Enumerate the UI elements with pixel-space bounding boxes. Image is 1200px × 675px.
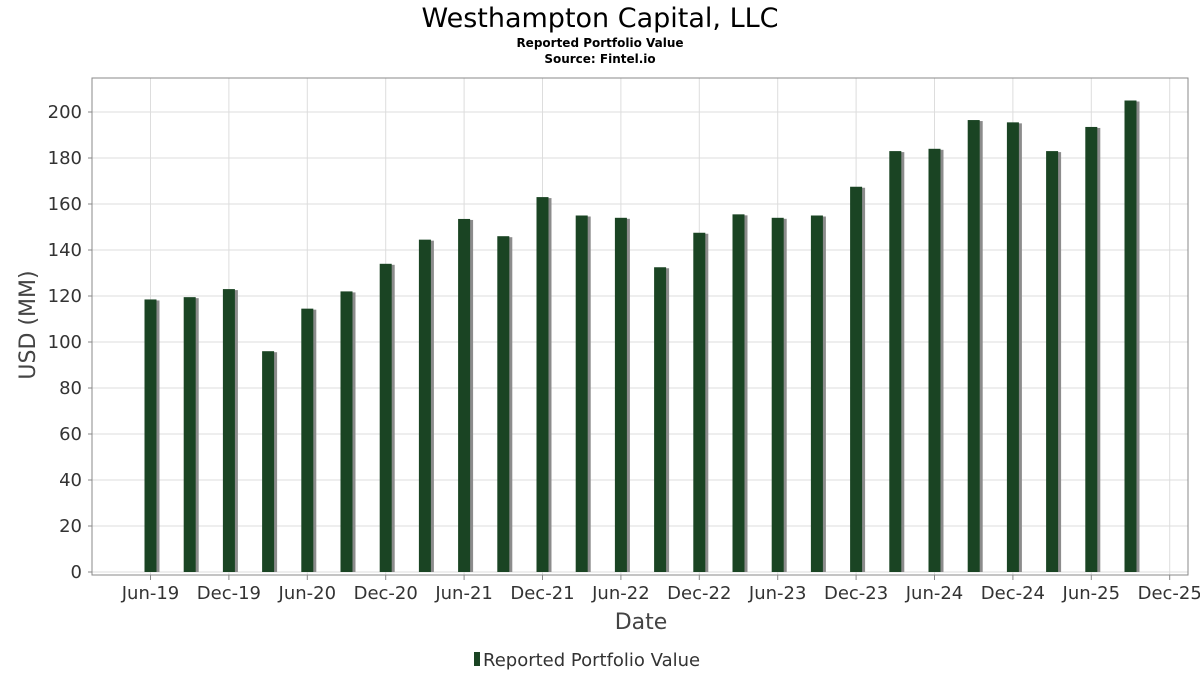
x-tick-label: Dec-19 [197,583,261,604]
y-tick-label: 20 [59,516,82,537]
x-axis: Jun-19 Dec-19 Jun-20 Dec-20 Jun-21 Dec-21 Jun-… [121,575,1200,604]
chart-source: Source: Fintel.io [544,52,655,66]
y-tick-label: 120 [48,286,82,307]
bar [732,214,745,572]
bar [614,217,627,573]
x-tick-label: Jun-21 [434,583,493,604]
bar [1085,126,1098,572]
x-tick-label: Dec-23 [824,583,888,604]
bar [183,297,196,572]
bar [810,215,823,572]
x-tick-label: Jun-19 [121,583,180,604]
bar [693,232,706,572]
bar [144,299,157,572]
x-tick-label: Dec-25 [1138,583,1200,604]
chart-subtitle: Reported Portfolio Value [516,36,683,50]
x-tick-label: Jun-20 [278,583,337,604]
chart-title: Westhampton Capital, LLC [421,3,778,34]
bar [222,289,235,572]
x-tick-label: Dec-21 [510,583,574,604]
y-tick-label: 160 [48,194,82,215]
y-tick-label: 100 [48,332,82,353]
bar [1006,122,1019,572]
legend-label: Reported Portfolio Value [483,650,700,671]
legend-swatch [474,652,480,666]
bar [536,197,549,572]
bar [301,308,314,572]
y-axis-label: USD (MM) [16,270,41,379]
x-axis-label: Date [615,610,668,635]
bar [771,217,784,573]
bar [575,215,588,572]
x-tick-label: Jun-25 [1062,583,1121,604]
x-tick-label: Jun-23 [748,583,807,604]
y-tick-label: 180 [48,148,82,169]
x-tick-label: Dec-24 [981,583,1045,604]
bar [654,267,667,572]
y-axis: 0 20 40 60 80 100 120 140 160 180 200 [48,102,92,583]
y-tick-label: 80 [59,378,82,399]
bar [1124,100,1137,572]
bar [418,239,431,572]
x-tick-label: Dec-22 [667,583,731,604]
bar [889,151,902,572]
bar [967,120,980,573]
bar [379,263,392,572]
x-tick-label: Dec-20 [354,583,418,604]
legend: Reported Portfolio Value [474,650,700,671]
plot-frame [91,77,1189,576]
bar [262,351,275,572]
y-tick-label: 60 [59,424,82,445]
bar [1046,151,1059,572]
bar [497,236,510,572]
x-tick-label: Jun-24 [905,583,964,604]
y-tick-label: 140 [48,240,82,261]
bar [340,291,353,572]
y-tick-label: 0 [71,562,82,583]
bar [928,148,941,573]
grid-lines [92,78,1188,575]
y-tick-label: 40 [59,470,82,491]
bars [144,100,1140,573]
x-tick-label: Jun-22 [591,583,650,604]
bar [850,186,863,572]
bar [458,218,471,572]
y-tick-label: 200 [48,102,82,123]
